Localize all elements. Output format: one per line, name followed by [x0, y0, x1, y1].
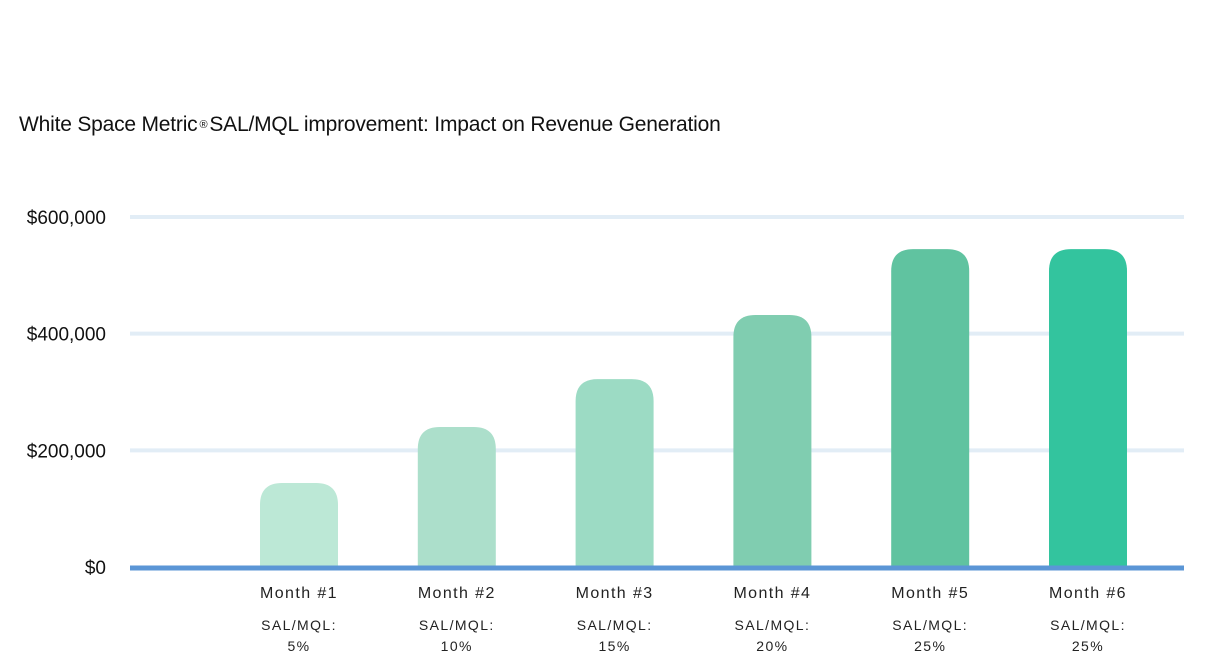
- x-sublabel-line1: SAL/MQL:: [577, 617, 653, 633]
- title-rest: SAL/MQL improvement: Impact on Revenue G…: [209, 113, 721, 136]
- x-sublabel-line1: SAL/MQL:: [735, 617, 811, 633]
- gridlines: [130, 215, 1184, 453]
- y-tick-label: $0: [85, 558, 106, 579]
- x-tick-label: Month #5: [891, 585, 969, 602]
- x-axis: Month #1 SAL/MQL: 5% Month #2 SAL/MQL: 10% Mon…: [260, 585, 1127, 654]
- bar-4: [733, 315, 812, 567]
- x-sublabel-line1: SAL/MQL:: [892, 617, 968, 633]
- bar-6: [1049, 249, 1127, 568]
- x-sublabel-line2: 5%: [287, 638, 310, 654]
- x-tick-label: Month #1: [260, 585, 338, 602]
- x-tick-label: Month #2: [418, 585, 496, 602]
- registered-mark: ®: [199, 119, 208, 131]
- x-sublabel-line1: SAL/MQL:: [419, 617, 495, 633]
- x-sublabel-line2: 25%: [1072, 638, 1104, 654]
- x-sublabel-line1: SAL/MQL:: [1050, 617, 1126, 633]
- bar-2: [417, 427, 496, 567]
- y-tick-label: $600,000: [27, 208, 106, 229]
- bar-1: [260, 483, 338, 567]
- bar-5: [891, 249, 970, 568]
- x-tick-label: Month #4: [733, 585, 811, 602]
- x-sublabel-line2: 10%: [441, 638, 473, 654]
- x-tick-label: Month #6: [1049, 585, 1127, 602]
- x-sublabel-line2: 15%: [598, 638, 630, 654]
- chart-title: White Space Metric ®SAL/MQL improvement: …: [19, 113, 721, 137]
- x-sublabel-line1: SAL/MQL:: [261, 617, 337, 633]
- bar-3: [575, 379, 654, 567]
- x-tick-label: Month #3: [576, 585, 654, 602]
- y-axis: $0 $200,000 $400,000 $600,000: [27, 208, 106, 579]
- x-sublabel-line2: 25%: [914, 638, 946, 654]
- y-tick-label: $200,000: [27, 441, 106, 462]
- x-sublabel-line2: 20%: [756, 638, 788, 654]
- y-tick-label: $400,000: [27, 325, 106, 346]
- title-main: White Space Metric: [19, 113, 198, 136]
- bars: [260, 249, 1127, 568]
